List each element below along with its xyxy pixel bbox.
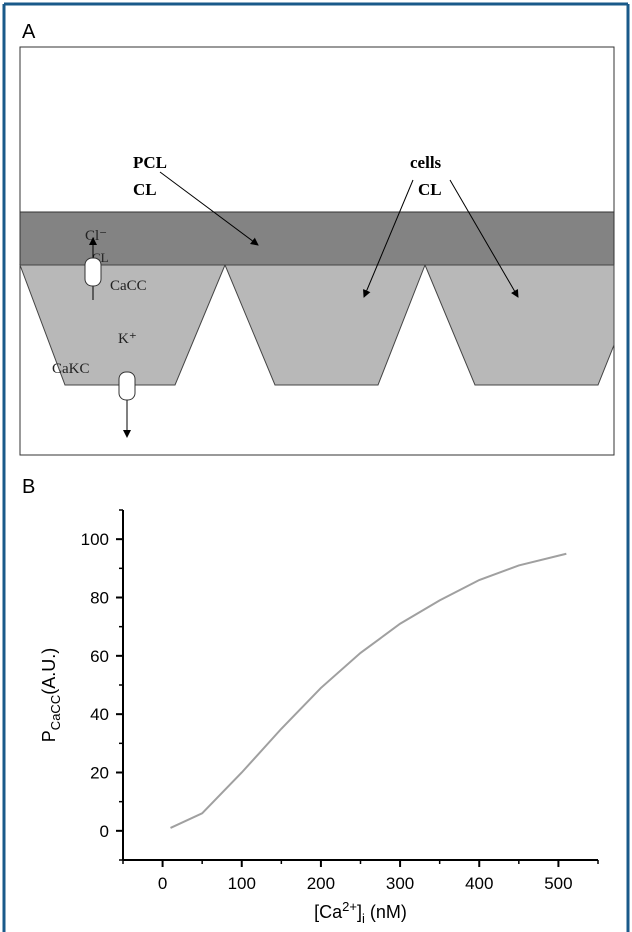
arrow (363, 179, 414, 298)
x-tick-label: 300 (386, 874, 414, 893)
y-tick-label: 0 (100, 822, 109, 841)
x-title-sup: 2+ (342, 899, 357, 914)
chart: B 0 20 40 60 80 100 0 100 200 300 400 500 PCaCC(A.U.)… (22, 476, 599, 926)
ion-label: K⁺ (118, 331, 137, 347)
cell (224, 264, 426, 386)
arrow (449, 179, 519, 298)
x-tick-label: 400 (465, 874, 493, 893)
y-title-sub: CaCC (48, 695, 63, 730)
y-tick-label: 20 (90, 764, 109, 783)
channel (118, 371, 136, 401)
y-tick-label: 40 (90, 705, 109, 724)
channel-label: CaCC (110, 278, 147, 294)
cells-label: cells (410, 153, 442, 172)
channel-label: CaKC (52, 361, 90, 377)
x-axis-title: [Ca2+]i (nM) (314, 899, 407, 926)
x-title-sub: i (362, 911, 365, 926)
data-line (170, 552, 567, 829)
x-tick-label: 100 (228, 874, 256, 893)
x-tick-label: 0 (158, 874, 167, 893)
x-title-close: ] (357, 902, 362, 922)
channel (84, 257, 102, 287)
x-tick-label: 500 (544, 874, 572, 893)
cl-label: CL (418, 180, 442, 199)
cl-label: CL (133, 180, 157, 199)
panel-label: B (22, 476, 35, 498)
x-tick-label: 200 (307, 874, 335, 893)
cell (19, 264, 226, 386)
pcl-layer (19, 211, 615, 266)
y-tick-label: 80 (90, 589, 109, 608)
ion-label: Cl⁻ (85, 228, 107, 244)
pcl-label: PCL (133, 153, 167, 172)
y-title-rest: (A.U.) (39, 648, 59, 695)
arrow (159, 171, 259, 246)
y-tick-label: 100 (81, 530, 109, 549)
y-title-main: P (39, 730, 59, 742)
x-title-rest: (nM) (365, 902, 407, 922)
panel-label: A (22, 21, 36, 43)
x-title-open: [Ca (314, 902, 343, 922)
y-tick-label: 60 (90, 647, 109, 666)
cell (424, 264, 615, 386)
y-axis-title: PCaCC(A.U.) (39, 648, 63, 742)
